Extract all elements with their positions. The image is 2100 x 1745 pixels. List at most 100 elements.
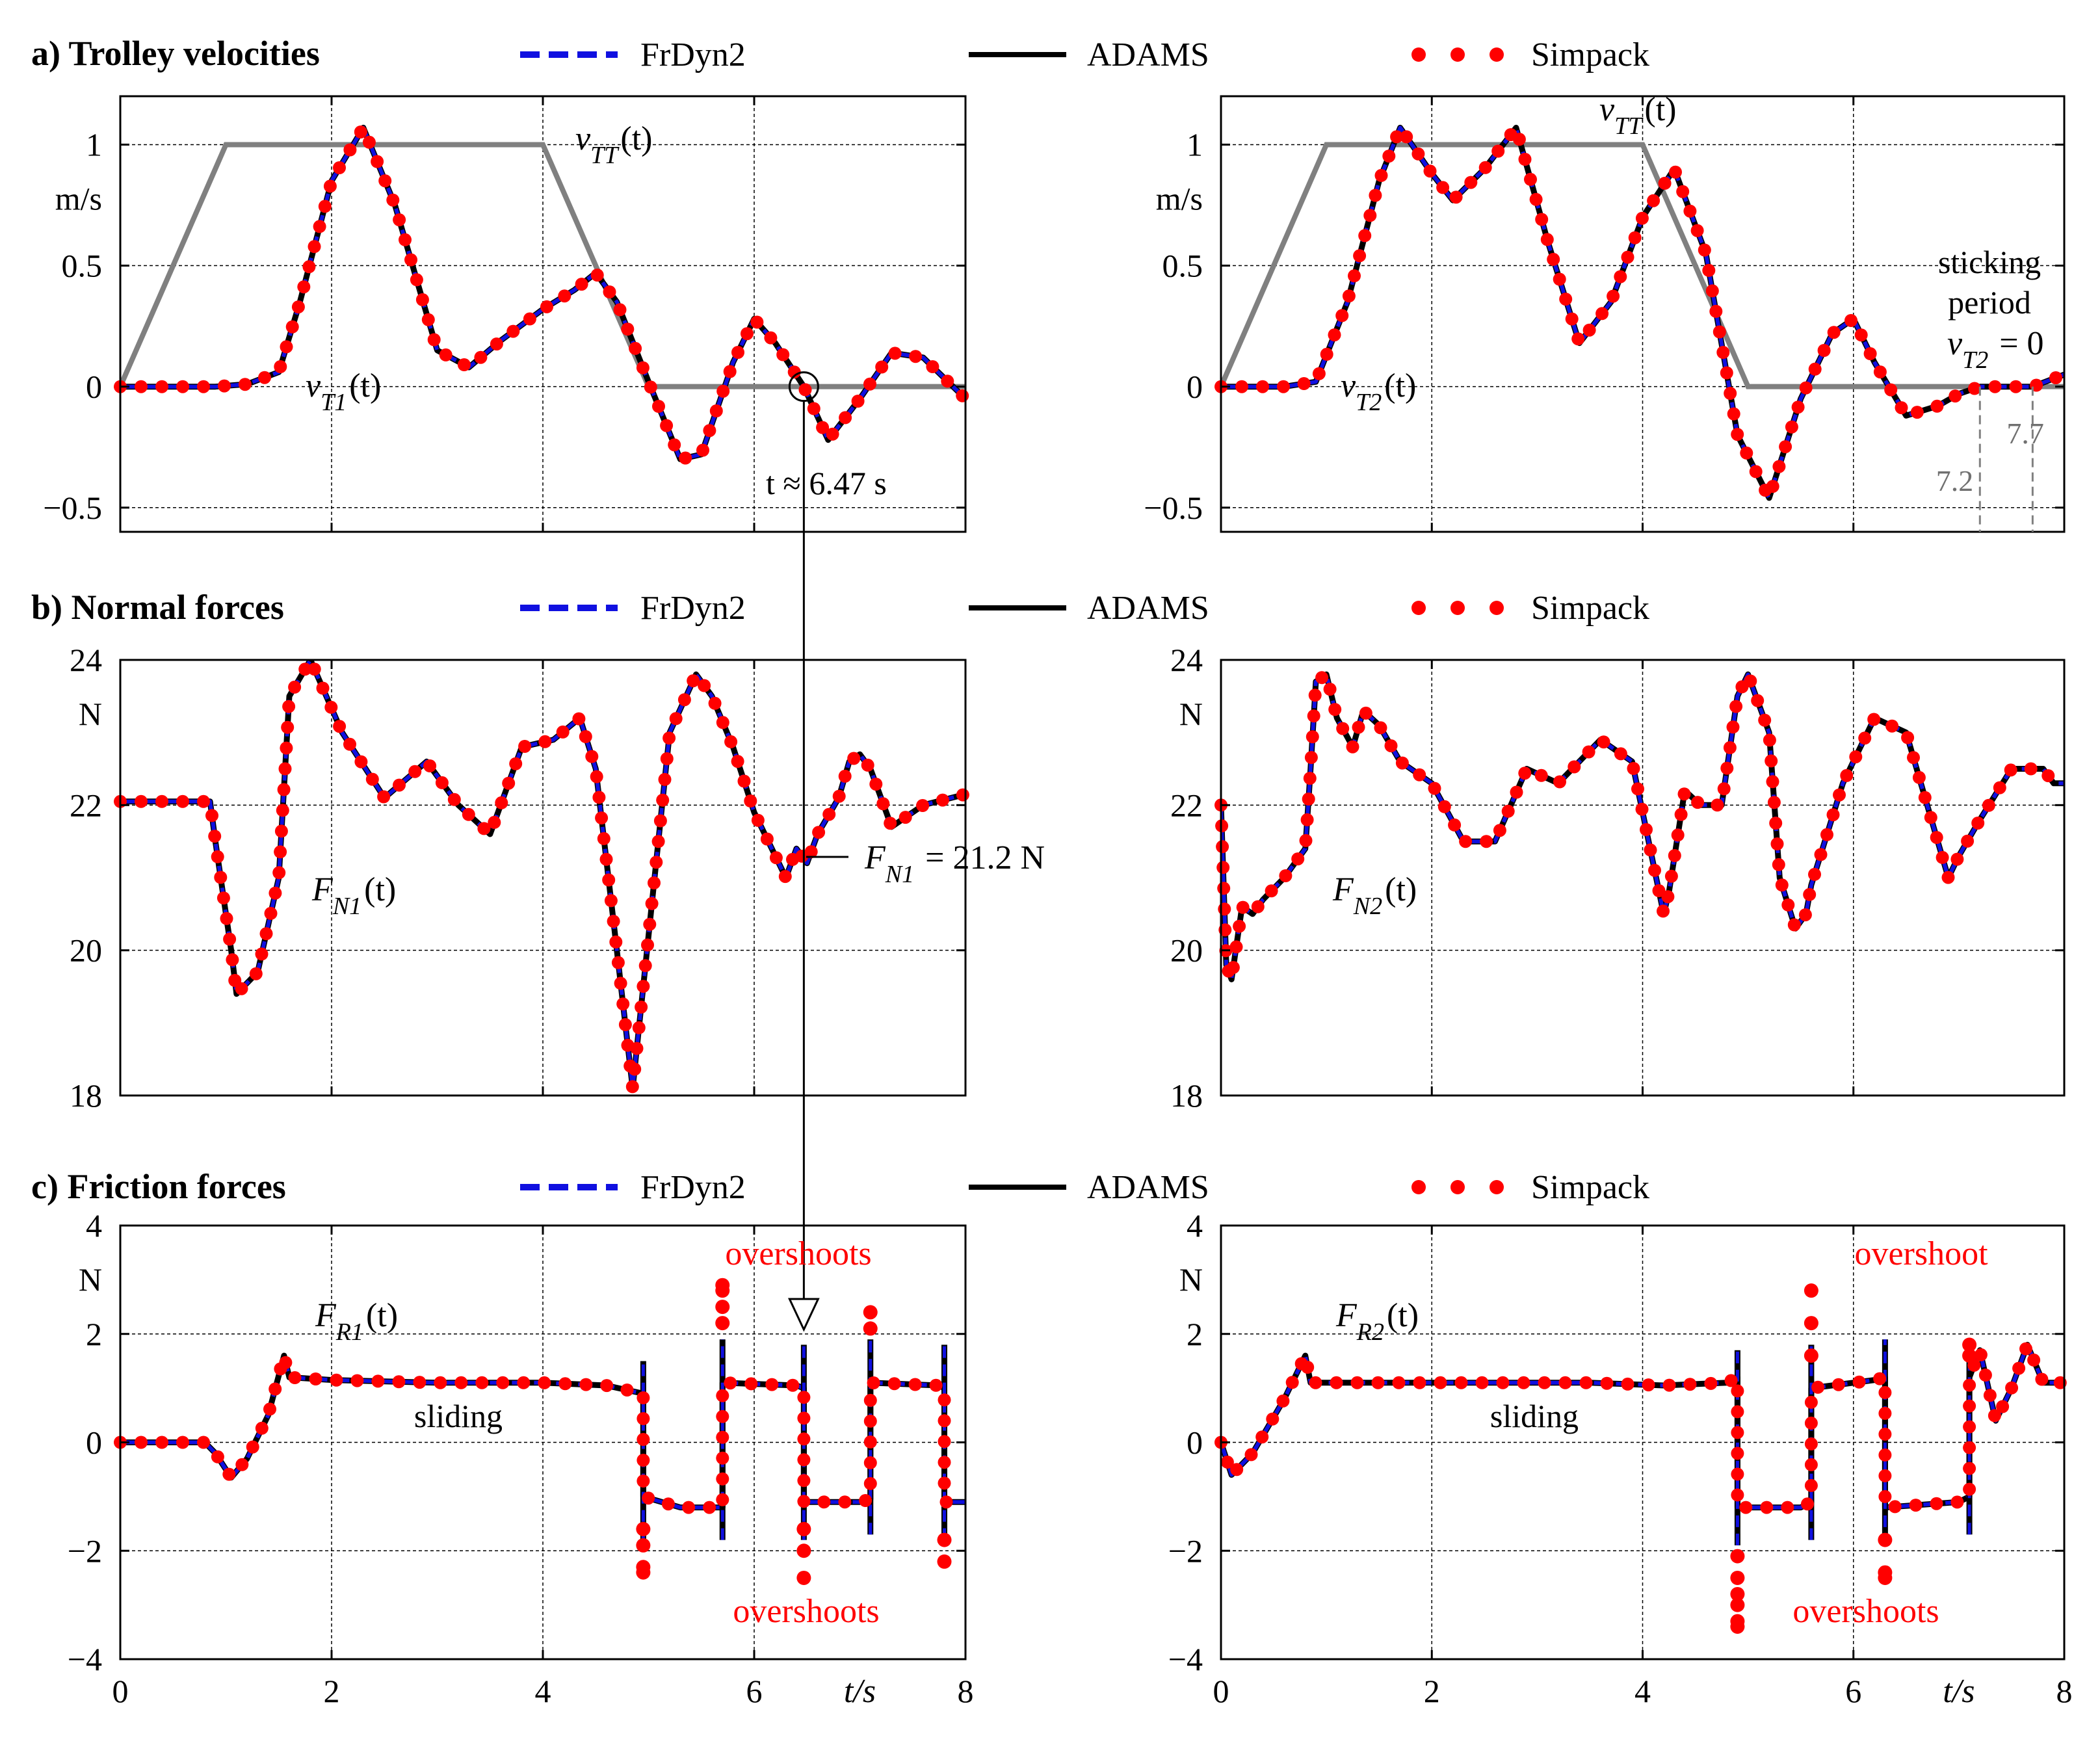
simpack-point [1559,293,1573,306]
simpack-overshoot-point [715,1300,730,1315]
simpack-point [645,897,659,910]
simpack-point [696,443,709,457]
simpack-point [1256,380,1269,393]
simpack-point [1676,185,1690,198]
simpack-point [1831,1378,1845,1391]
simpack-point [435,776,449,789]
legend-label-adams: ADAMS [1087,36,1209,73]
simpack-point [214,871,228,884]
simpack-point [641,938,654,952]
simpack-point [1491,144,1505,158]
simpack-point [1671,828,1685,842]
simpack-point [614,977,627,990]
simpack-point [1936,850,1949,864]
simpack-point [523,312,536,326]
axis-ticks: 18 20 22 24 [1170,642,2066,1114]
simpack-point [797,1432,811,1446]
simpack-point [1779,440,1792,454]
simpack-point [1814,848,1828,861]
simpack-point [1631,782,1644,796]
legend-label-adams: ADAMS [1087,1169,1209,1206]
simpack-point [716,1451,729,1465]
simpack-point [797,1391,811,1404]
simpack-point [1600,1376,1614,1390]
simpack-point [787,365,801,379]
simpack-point [249,967,263,980]
y-tick-label: 2 [86,1316,102,1352]
simpack-point [1963,1378,1976,1392]
simpack-point [1216,861,1230,874]
simpack-point [291,300,305,314]
simpack-point [1371,1376,1385,1389]
simpack-overshoot-point [796,1521,811,1536]
simpack-point [218,379,231,393]
simpack-point [263,1402,276,1416]
simpack-point [1464,176,1478,189]
simpack-point [258,371,271,384]
simpack-point [778,870,792,884]
simpack-point [205,809,218,822]
y-tick-label: 0.5 [62,248,103,284]
simpack-point [1840,768,1854,782]
legend-dots-simpack [1411,47,1504,62]
simpack-point [1878,1448,1892,1462]
simpack-point [1878,1385,1892,1399]
simpack-point [1436,181,1450,194]
simpack-overshoot-point [863,1321,878,1336]
simpack-point [765,1378,779,1391]
simpack-point [1873,1372,1887,1385]
legend-label-adams: ADAMS [1087,590,1209,627]
simpack-point [1910,406,1924,419]
simpack-point [1517,1376,1530,1389]
simpack-point [269,886,282,900]
annotation-sticking: sticking [1938,244,2041,280]
simpack-point [1628,231,1642,244]
simpack-point [1713,325,1726,339]
simpack-point [1961,834,1975,848]
axis-ticks: −0.5 0 0.5 1 [43,96,967,532]
simpack-point [135,1436,148,1449]
simpack-point [1941,871,1955,884]
simpack-point [1988,380,2002,393]
simpack-point [313,220,326,233]
y-unit-label: m/s [1156,180,1203,216]
simpack-point [1229,940,1243,954]
simpack-point [1395,756,1409,770]
simpack-point [350,1374,364,1387]
x-axis-label: t/s [844,1673,876,1710]
simpack-point [1579,1376,1593,1389]
plot-velocity-left: −0.5 0 0.5 1 m/s [43,95,969,533]
simpack-point [197,380,210,393]
simpack-point [408,765,422,778]
simpack-point [475,1376,489,1389]
simpack-point [1716,346,1730,359]
simpack-point [371,155,384,168]
simpack-point [1635,802,1649,816]
simpack-point [741,327,754,341]
series-simpack-dots [114,663,969,1094]
simpack-point [838,1495,852,1509]
simpack-point [1307,709,1320,723]
y-tick-label: 4 [1187,1207,1203,1244]
reference-label-vtt: vTT(t) [1599,91,1676,140]
series-simpack-dots [114,1278,953,1585]
simpack-point [2004,763,2017,777]
plot-friction-force-right: −4 −2 0 2 4 0 2 4 6 8 Nt/s [1168,1207,2073,1710]
simpack-point [393,778,406,792]
simpack-point [509,757,523,770]
simpack-point [716,1472,729,1486]
simpack-point [1772,460,1786,473]
simpack-point [724,1376,737,1390]
simpack-point [1657,904,1670,918]
simpack-point [558,289,571,303]
simpack-point [288,1371,302,1384]
simpack-point [760,832,774,846]
y-tick-label: 0 [1187,369,1203,405]
y-tick-label: 0 [86,1424,102,1461]
simpack-point [255,947,269,961]
simpack-point [1553,272,1566,286]
annotation-t-7-2: 7.2 [1936,464,1974,497]
y-unit-label: N [1179,1261,1203,1298]
simpack-point [1849,750,1863,764]
curve-label-fr1: FR1(t) [315,1297,398,1346]
